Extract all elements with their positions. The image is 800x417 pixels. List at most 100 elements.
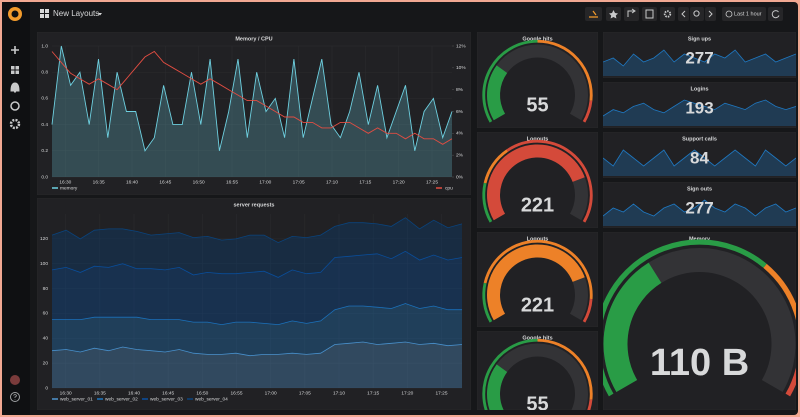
x-tick-label: 16:45	[159, 179, 171, 185]
icon	[589, 10, 598, 18]
icon-square	[40, 9, 44, 13]
panel: Logouts 221	[477, 132, 598, 228]
gauge-value: 221	[521, 194, 554, 216]
refresh-button[interactable]	[768, 7, 783, 21]
panel: Sign outs 277	[603, 182, 796, 228]
stat-value: 277	[685, 198, 713, 217]
gauge-threshold-band	[763, 263, 796, 369]
icon-square	[45, 14, 49, 18]
clock-icon	[725, 10, 733, 18]
x-tick-label: 16:35	[93, 179, 105, 185]
y-tick-label: 0.2	[41, 148, 48, 154]
x-tick-label: 16:55	[230, 390, 242, 396]
time-forward-button[interactable]	[705, 7, 716, 21]
zoom-button[interactable]	[690, 7, 704, 21]
settings-button[interactable]	[660, 7, 675, 21]
panel-title: Support calls	[682, 136, 717, 142]
dashboard-picker[interactable]: New Layouts	[40, 9, 102, 18]
gauge-value-arc	[487, 244, 585, 321]
toolbar: Last 1 hour	[585, 7, 783, 21]
panel-title: Memory / CPU	[235, 36, 272, 42]
panel-title: Sign ups	[688, 36, 711, 42]
panel-title: Logins	[690, 86, 708, 92]
icon-square	[45, 9, 49, 13]
panel: Support calls 84	[603, 132, 796, 178]
icon-square	[15, 70, 19, 74]
x-tick-label: 17:05	[293, 179, 305, 185]
panel: Memory / CPU 16:30 16:35 16:40 16:45 16:50 16:…	[37, 32, 471, 195]
caret	[98, 13, 102, 16]
y-tick-label: 0	[45, 385, 48, 391]
series-line	[51, 217, 463, 244]
icon	[663, 10, 672, 18]
gauge-threshold-band	[785, 367, 796, 397]
icon-dashboards[interactable]	[11, 66, 19, 74]
icon-alerting[interactable]	[10, 82, 20, 93]
icon-help-mark	[13, 394, 17, 400]
icon-create[interactable]	[11, 46, 19, 54]
stat-value: 84	[690, 148, 709, 167]
gauge-value-arc	[603, 262, 662, 392]
legend-label: web_server_02	[105, 396, 138, 402]
sparkline-area	[603, 150, 796, 176]
gauge-threshold-band	[587, 399, 593, 410]
series-area	[52, 251, 462, 325]
icon	[708, 10, 713, 18]
x-tick-label: 17:10	[326, 179, 338, 185]
icon	[681, 10, 686, 18]
gauge-value: 110 B	[650, 342, 749, 384]
x-tick-label: 16:45	[162, 390, 174, 396]
grafana-logo[interactable]	[8, 7, 22, 21]
icon	[609, 10, 618, 19]
panel-title: Sign outs	[687, 186, 712, 192]
y-tick-label: 0.8	[41, 69, 48, 75]
icon	[693, 10, 700, 17]
gauge-threshold-band	[483, 239, 593, 300]
series-line	[51, 45, 453, 152]
icon-help[interactable]	[10, 392, 20, 402]
time-picker[interactable]	[722, 7, 766, 21]
series-area	[52, 303, 462, 356]
y-tick-label: 0.0	[41, 174, 48, 180]
y2-tick-label: 6%	[456, 109, 464, 115]
save-button[interactable]	[642, 7, 657, 21]
sparkline	[603, 149, 796, 167]
y-tick-label: 0.6	[41, 96, 48, 102]
panel-background	[37, 198, 471, 410]
user-avatar[interactable]	[10, 375, 20, 385]
y-tick-label: 60	[43, 311, 49, 317]
gauge-value-arc	[487, 144, 585, 221]
sparkline-area	[603, 100, 796, 126]
icon	[645, 9, 654, 19]
icon-explore[interactable]	[10, 101, 20, 111]
logo-core	[11, 10, 19, 18]
icon-square	[11, 66, 15, 70]
x-tick-label: 16:50	[193, 179, 205, 185]
sparkline	[603, 199, 796, 217]
icon	[771, 10, 780, 19]
gauge-value-arc	[487, 65, 508, 121]
time-back-button[interactable]	[678, 7, 689, 21]
panel: Google hits 55	[477, 331, 598, 410]
series-area	[52, 217, 462, 278]
series-line	[52, 303, 462, 326]
gauge-threshold-band	[506, 139, 593, 223]
gauge-threshold-band	[482, 182, 493, 223]
y-tick-label: 40	[43, 336, 49, 342]
panel-title: Google hits	[522, 335, 552, 341]
gauge-threshold-band	[482, 338, 538, 410]
x-tick-label: 17:25	[435, 390, 447, 396]
panel: Logins 193	[603, 82, 796, 128]
y2-tick-label: 12%	[456, 43, 466, 49]
x-tick-label: 16:40	[126, 179, 138, 185]
icon-settings[interactable]	[9, 118, 21, 130]
x-tick-label: 16:30	[60, 390, 72, 396]
share-button[interactable]	[624, 7, 639, 21]
y2-tick-label: 0%	[456, 174, 464, 180]
y-tick-label: 80	[43, 286, 49, 292]
add-panel-button[interactable]	[585, 7, 602, 21]
series-line	[51, 250, 463, 278]
series-line	[51, 341, 463, 357]
legend-label: web_server_01	[60, 396, 93, 402]
gauge-threshold-band	[482, 39, 538, 123]
